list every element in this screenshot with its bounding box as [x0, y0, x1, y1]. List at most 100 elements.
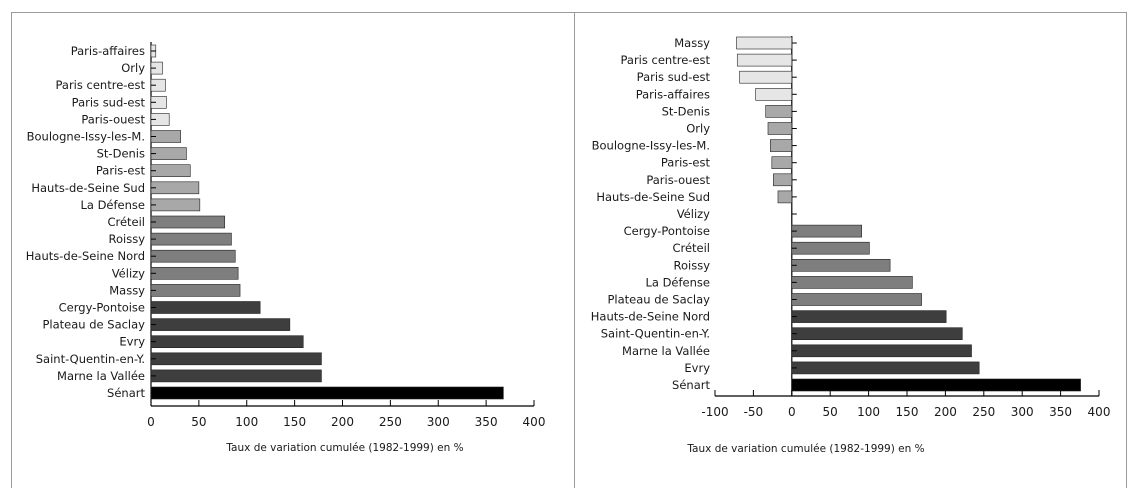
right-category-label: Paris-affaires	[636, 87, 710, 101]
right-category-label: Créteil	[672, 241, 710, 255]
right-category-label: Orly	[686, 122, 710, 136]
right-category-label: Hauts-de-Seine Nord	[591, 310, 710, 324]
left-bar	[150, 147, 187, 160]
right-bar	[769, 139, 793, 152]
right-category-label: Paris-ouest	[646, 173, 710, 187]
left-x-tick-label: 100	[235, 415, 258, 429]
right-category-label: Marne la Vallée	[622, 344, 710, 358]
left-bar	[150, 249, 236, 263]
right-x-tick-label: 50	[823, 405, 838, 419]
left-category-label: Sénart	[107, 386, 145, 400]
left-x-tick-label: 200	[331, 415, 354, 429]
right-category-label: Plateau de Saclay	[607, 293, 710, 307]
right-bar	[791, 327, 963, 341]
left-category-label: Marne la Vallée	[57, 369, 145, 383]
left-category-label: Roissy	[109, 232, 146, 246]
left-category-label: La Défense	[80, 198, 145, 212]
left-category-label: Hauts-de-Seine Sud	[31, 181, 145, 195]
left-category-label: Cergy-Pontoise	[59, 301, 145, 315]
left-category-label: Massy	[109, 283, 145, 297]
left-bar	[150, 198, 201, 212]
right-category-label: Paris-est	[661, 156, 711, 170]
left-category-label: Paris centre-est	[55, 78, 145, 92]
right-x-tick-label: 250	[972, 405, 995, 419]
right-category-label: Paris sud-est	[637, 70, 711, 84]
left-category-label: Créteil	[107, 215, 145, 229]
left-bar	[150, 318, 291, 331]
right-category-label: Saint-Quentin-en-Y.	[601, 327, 710, 341]
right-bar	[755, 88, 793, 101]
right-x-tick-label: 350	[1049, 405, 1072, 419]
left-category-label: Paris sud-est	[72, 95, 146, 109]
left-bar	[150, 352, 322, 366]
right-x-tick-label: 300	[1011, 405, 1034, 419]
left-bar	[150, 215, 226, 229]
left-bar	[150, 284, 241, 297]
left-category-label: Paris-ouest	[81, 112, 145, 126]
right-bar	[767, 122, 793, 135]
left-category-label: Vélizy	[112, 266, 145, 280]
left-x-tick-label: 50	[191, 415, 206, 429]
right-bar	[791, 276, 913, 289]
right-bar	[777, 190, 793, 204]
right-category-label: Sénart	[672, 378, 710, 392]
left-bar	[150, 386, 504, 400]
right-category-label: Massy	[674, 36, 710, 50]
left-category-label: Plateau de Saclay	[42, 318, 145, 332]
right-bar	[736, 36, 793, 50]
right-bar	[765, 105, 793, 118]
right-bar	[791, 258, 891, 272]
left-bar	[150, 232, 232, 246]
right-bar	[739, 70, 793, 84]
left-bar	[150, 164, 191, 177]
right-x-tick-label: 100	[857, 405, 880, 419]
left-x-tick-label: 300	[427, 415, 450, 429]
right-bar	[736, 53, 793, 67]
right-x-axis-label: Taux de variation cumulée (1982-1999) en…	[686, 443, 924, 455]
right-x-tick-label: 400	[1088, 405, 1111, 419]
right-bar	[791, 361, 980, 375]
right-bar	[791, 293, 922, 306]
right-bar	[791, 224, 862, 238]
left-x-tick-label: 0	[147, 415, 155, 429]
left-category-label: Saint-Quentin-en-Y.	[36, 352, 145, 366]
right-category-label: Boulogne-Issy-les-M.	[592, 139, 710, 153]
right-category-label: Roissy	[674, 258, 711, 272]
right-category-label: La Défense	[645, 275, 710, 289]
right-bar	[791, 344, 972, 358]
right-category-label: Cergy-Pontoise	[624, 224, 710, 238]
left-bar	[150, 266, 239, 280]
right-bar	[771, 156, 793, 169]
right-x-tick-label: 200	[934, 405, 957, 419]
left-x-axis-label: Taux de variation cumulée (1982-1999) en…	[225, 442, 463, 454]
left-x-tick-label: 350	[475, 415, 498, 429]
right-bar	[791, 378, 1081, 392]
right-x-tick-label: 150	[896, 405, 919, 419]
left-category-label: Paris-est	[96, 164, 146, 178]
left-category-label: St-Denis	[97, 147, 145, 161]
right-chart-panel	[574, 12, 1127, 488]
right-category-label: Evry	[684, 361, 710, 375]
right-x-tick-label: -50	[744, 405, 764, 419]
left-category-label: Hauts-de-Seine Nord	[26, 249, 145, 263]
right-x-tick-label: 0	[788, 405, 796, 419]
left-category-label: Boulogne-Issy-les-M.	[27, 130, 145, 144]
right-category-label: St-Denis	[662, 104, 710, 118]
left-category-label: Paris-affaires	[71, 44, 145, 58]
right-bar	[773, 173, 793, 187]
right-x-tick-label: -100	[701, 405, 728, 419]
right-category-label: Vélizy	[677, 207, 710, 221]
left-x-tick-label: 250	[379, 415, 402, 429]
left-x-tick-label: 400	[523, 415, 546, 429]
right-bar	[791, 310, 947, 323]
left-category-label: Evry	[119, 335, 145, 349]
left-bar	[150, 369, 322, 383]
right-category-label: Hauts-de-Seine Sud	[596, 190, 710, 204]
right-category-label: Paris centre-est	[620, 53, 710, 67]
left-x-tick-label: 150	[283, 415, 306, 429]
left-bar	[150, 335, 304, 349]
left-bar	[150, 181, 200, 195]
left-category-label: Orly	[121, 61, 145, 75]
right-bar	[791, 241, 870, 255]
